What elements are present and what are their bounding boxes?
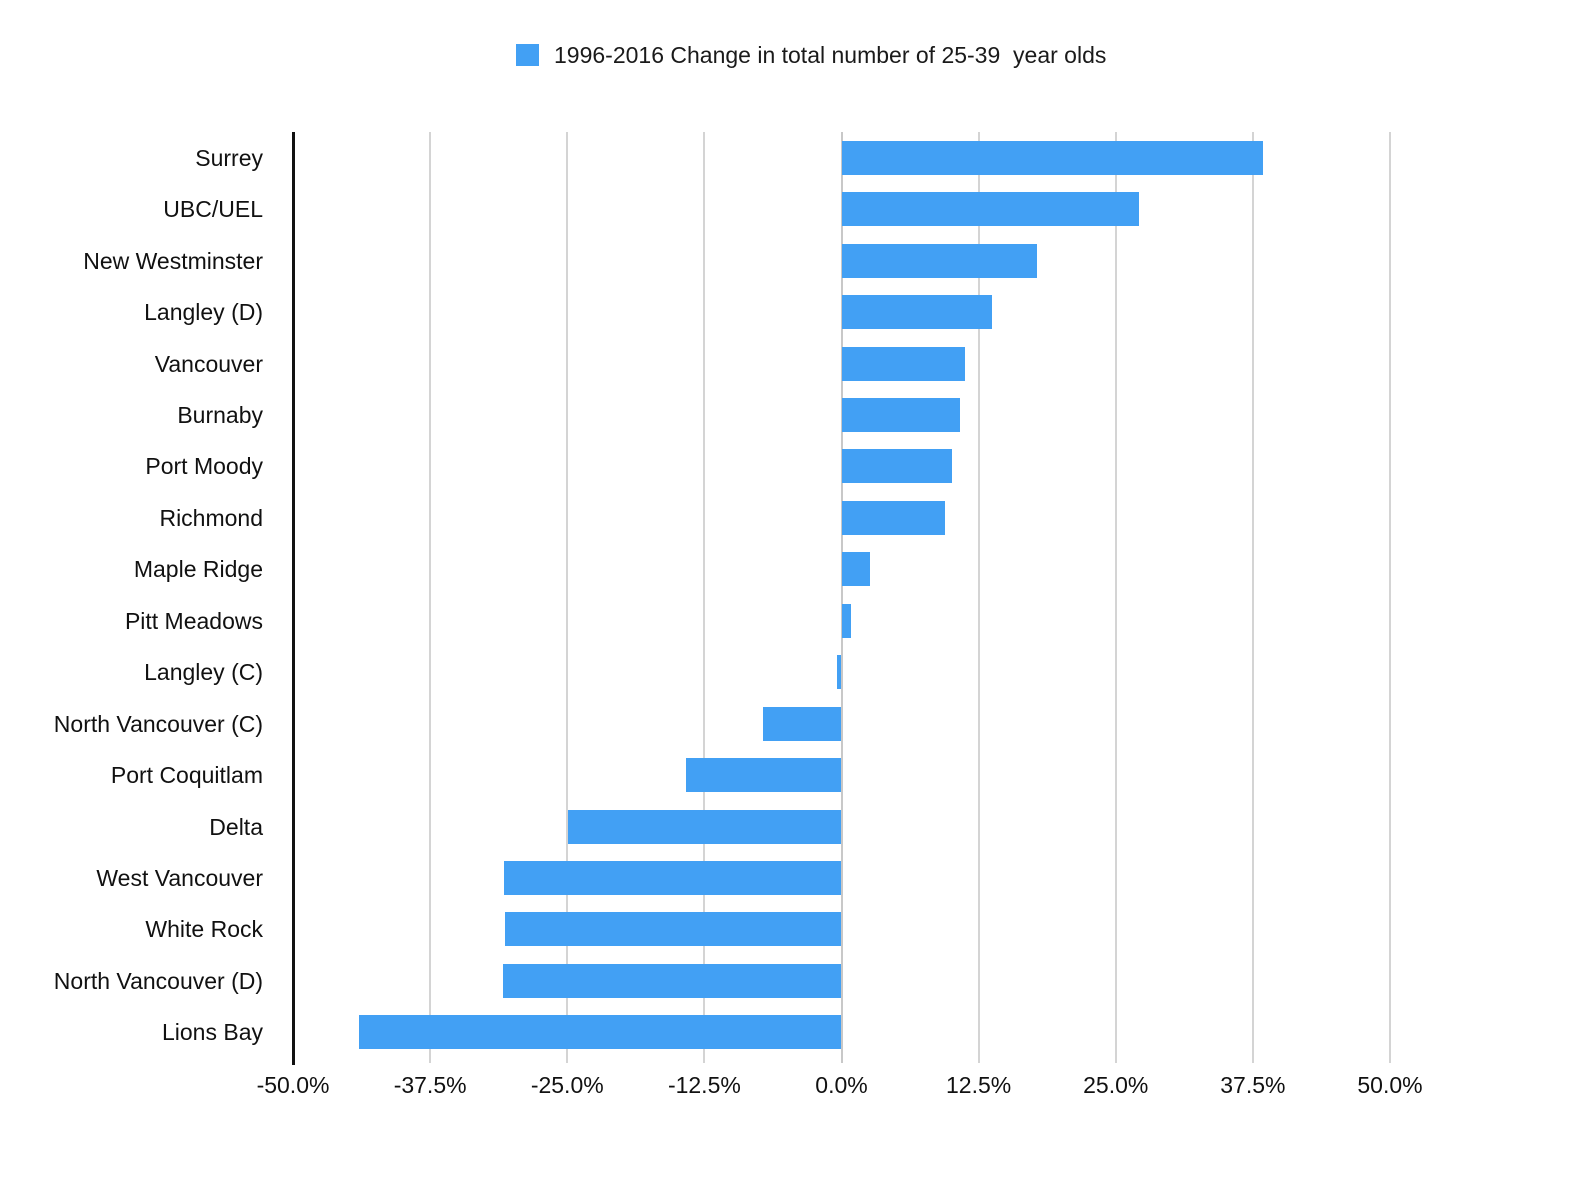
gridline — [429, 132, 432, 1063]
category-label: West Vancouver — [96, 864, 263, 891]
gridline — [977, 132, 980, 1063]
bar-port-moody — [841, 449, 953, 484]
zero-gridline — [840, 132, 843, 1063]
gridline — [1114, 132, 1117, 1063]
gridline — [566, 132, 569, 1063]
category-label: North Vancouver (C) — [53, 710, 263, 737]
bar-richmond — [841, 500, 945, 535]
category-label: Delta — [209, 813, 263, 840]
plot-area — [292, 132, 1391, 1065]
category-label: New Westminster — [83, 247, 263, 274]
legend-swatch-icon — [516, 44, 539, 66]
bar-delta — [568, 809, 842, 844]
x-tick-label: -37.5% — [393, 1072, 467, 1098]
bar-vancouver — [841, 346, 966, 381]
category-label: Pitt Meadows — [124, 607, 263, 634]
category-label: Langley (D) — [144, 299, 263, 326]
bar-ubc-uel — [841, 192, 1139, 227]
x-tick-label: -50.0% — [256, 1072, 330, 1098]
bar-langley-d — [841, 295, 992, 330]
x-tick-label: -12.5% — [667, 1072, 741, 1098]
bar-lions-bay — [358, 1015, 842, 1050]
category-label: Surrey — [195, 144, 263, 171]
gridline — [1389, 132, 1391, 1063]
bar-pitt-meadows — [841, 603, 852, 638]
x-tick-label: 0.0% — [815, 1072, 868, 1098]
bar-burnaby — [841, 397, 960, 432]
category-label: UBC/UEL — [163, 196, 263, 223]
chart-legend: 1996-2016 Change in total number of 25-3… — [516, 42, 1106, 68]
bar-new-westminster — [841, 243, 1037, 278]
gridline — [1251, 132, 1254, 1063]
category-label: North Vancouver (D) — [53, 967, 263, 994]
category-label: White Rock — [145, 916, 263, 943]
bar-west-vancouver — [503, 860, 842, 895]
bar-port-coquitlam — [685, 758, 842, 793]
x-tick-label: 37.5% — [1220, 1072, 1286, 1098]
category-label: Maple Ridge — [133, 556, 263, 583]
category-label: Langley (C) — [144, 659, 263, 686]
category-label: Port Coquitlam — [110, 762, 263, 789]
y-axis-line — [292, 132, 295, 1065]
bar-maple-ridge — [841, 552, 871, 587]
bar-north-vancouver-d — [502, 963, 842, 998]
x-tick-label: 12.5% — [946, 1072, 1012, 1098]
category-label: Port Moody — [145, 453, 263, 480]
x-tick-label: 50.0% — [1357, 1072, 1423, 1098]
category-label: Burnaby — [177, 401, 263, 428]
x-tick-label: -25.0% — [530, 1072, 604, 1098]
category-label: Richmond — [159, 504, 263, 531]
legend-label: 1996-2016 Change in total number of 25-3… — [554, 41, 1107, 68]
bar-north-vancouver-c — [762, 706, 842, 741]
bar-surrey — [841, 140, 1263, 175]
x-tick-label: 25.0% — [1083, 1072, 1149, 1098]
bar-langley-c — [837, 655, 842, 690]
category-label: Lions Bay — [161, 1019, 263, 1046]
bar-white-rock — [504, 912, 842, 947]
gridline — [703, 132, 706, 1063]
category-label: Vancouver — [154, 350, 263, 377]
